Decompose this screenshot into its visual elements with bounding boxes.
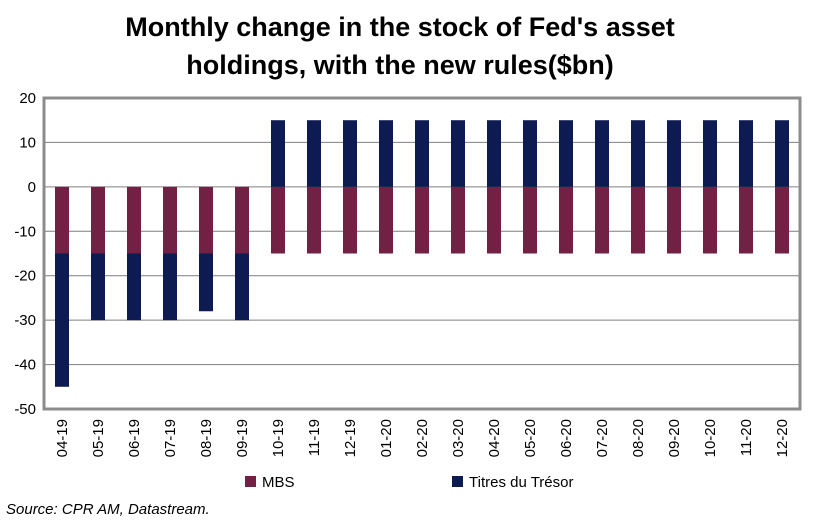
bar-mbs (379, 186, 393, 254)
bar-mbs (307, 186, 321, 254)
bar-mbs (271, 186, 285, 254)
bar-mbs (91, 186, 105, 254)
y-axis: 20 10 0 -10 -20 -30 -40 -50 (14, 90, 36, 418)
bar-mbs (127, 186, 141, 254)
y-tick-label: 10 (19, 134, 36, 151)
bars (55, 120, 789, 387)
x-tick-label: 04-19 (54, 419, 71, 457)
bar-treasury (199, 253, 213, 312)
x-tick-label: 06-19 (126, 419, 143, 457)
bar-mbs (343, 186, 357, 254)
bar-treasury (775, 120, 789, 187)
bar-treasury (415, 120, 429, 187)
bar-mbs (775, 186, 789, 254)
bar-mbs (55, 186, 69, 254)
source-note: Source: CPR AM, Datastream. (6, 501, 210, 518)
bar-treasury (91, 253, 105, 321)
x-tick-label: 08-20 (630, 419, 647, 457)
x-tick-label: 03-20 (450, 419, 467, 457)
x-tick-label: 07-20 (594, 419, 611, 457)
legend-label-treasury: Titres du Trésor (469, 474, 573, 491)
y-tick-label: -10 (14, 223, 36, 240)
x-tick-label: 10-20 (702, 419, 719, 457)
x-axis: 04-19 05-19 06-19 07-19 08-19 09-19 10-19 11-19… (54, 419, 791, 457)
bar-treasury (127, 253, 141, 321)
x-tick-label: 01-20 (378, 419, 395, 457)
y-tick-label: -40 (14, 357, 36, 374)
bar-treasury (703, 120, 717, 187)
y-tick-label: -50 (14, 401, 36, 418)
bar-treasury (487, 120, 501, 187)
chart-title-line-2: holdings, with the new rules($bn) (186, 50, 614, 80)
y-tick-label: 0 (28, 179, 36, 196)
bar-mbs (487, 186, 501, 254)
bar-treasury (451, 120, 465, 187)
bar-treasury (631, 120, 645, 187)
x-tick-label: 06-20 (558, 419, 575, 457)
x-tick-label: 11-19 (306, 419, 323, 456)
x-tick-label: 09-19 (234, 419, 251, 457)
bar-treasury (595, 120, 609, 187)
bar-mbs (235, 186, 249, 254)
bar-mbs (199, 186, 213, 254)
legend: MBS Titres du Trésor (245, 474, 573, 491)
bar-mbs (595, 186, 609, 254)
chart-title: Monthly change in the stock of Fed's ass… (0, 8, 800, 84)
bar-treasury (379, 120, 393, 187)
x-tick-label: 05-19 (90, 419, 107, 457)
bar-treasury (343, 120, 357, 187)
legend-swatch-treasury (452, 476, 463, 487)
bar-mbs (559, 186, 573, 254)
bar-mbs (523, 186, 537, 254)
x-tick-label: 12-20 (774, 419, 791, 457)
bar-treasury (307, 120, 321, 187)
x-tick-label: 05-20 (522, 419, 539, 457)
bar-treasury (163, 253, 177, 321)
bar-mbs (451, 186, 465, 254)
bar-treasury (739, 120, 753, 187)
bar-treasury (235, 253, 249, 321)
bar-mbs (163, 186, 177, 254)
y-tick-label: 20 (19, 90, 36, 107)
bar-mbs (631, 186, 645, 254)
bar-treasury (667, 120, 681, 187)
bar-treasury (55, 253, 69, 387)
x-tick-label: 10-19 (270, 419, 287, 457)
bar-mbs (667, 186, 681, 254)
x-tick-label: 08-19 (198, 419, 215, 457)
bar-mbs (739, 186, 753, 254)
legend-swatch-mbs (245, 476, 256, 487)
bar-treasury (523, 120, 537, 187)
x-tick-label: 12-19 (342, 419, 359, 457)
x-tick-label: 02-20 (414, 419, 431, 457)
y-tick-label: -30 (14, 312, 36, 329)
y-tick-label: -20 (14, 268, 36, 285)
bar-treasury (559, 120, 573, 187)
chart-title-line-1: Monthly change in the stock of Fed's ass… (125, 12, 675, 42)
x-tick-label: 04-20 (486, 419, 503, 457)
bar-mbs (703, 186, 717, 254)
x-tick-label: 07-19 (162, 419, 179, 457)
plot-area-border (42, 96, 802, 411)
x-tick-label: 11-20 (738, 419, 755, 456)
bar-treasury (271, 120, 285, 187)
legend-label-mbs: MBS (262, 474, 295, 491)
bar-mbs (415, 186, 429, 254)
x-tick-label: 09-20 (666, 419, 683, 457)
